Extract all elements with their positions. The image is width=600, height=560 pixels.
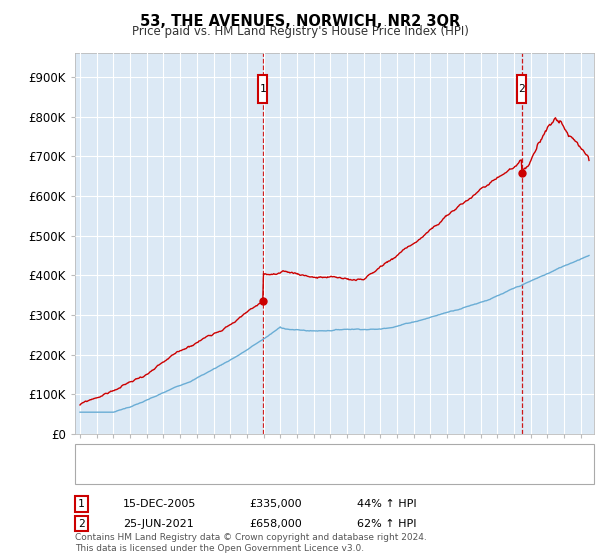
Text: Contains HM Land Registry data © Crown copyright and database right 2024.
This d: Contains HM Land Registry data © Crown c…: [75, 533, 427, 553]
Bar: [259, 75, 268, 103]
Text: 1: 1: [78, 499, 85, 509]
Text: 53, THE AVENUES, NORWICH, NR2 3QR (detached house): 53, THE AVENUES, NORWICH, NR2 3QR (detac…: [120, 450, 440, 460]
Text: Price paid vs. HM Land Registry's House Price Index (HPI): Price paid vs. HM Land Registry's House …: [131, 25, 469, 38]
Text: 25-JUN-2021: 25-JUN-2021: [123, 519, 194, 529]
Text: 53, THE AVENUES, NORWICH, NR2 3QR: 53, THE AVENUES, NORWICH, NR2 3QR: [140, 14, 460, 29]
Text: 2: 2: [78, 519, 85, 529]
Text: 2: 2: [518, 84, 525, 94]
Text: 44% ↑ HPI: 44% ↑ HPI: [357, 499, 416, 509]
Text: 15-DEC-2005: 15-DEC-2005: [123, 499, 196, 509]
Text: 1: 1: [260, 84, 266, 94]
Text: £335,000: £335,000: [249, 499, 302, 509]
Bar: [517, 75, 526, 103]
Text: HPI: Average price, detached house, Norwich: HPI: Average price, detached house, Norw…: [120, 468, 371, 478]
Text: 62% ↑ HPI: 62% ↑ HPI: [357, 519, 416, 529]
Text: £658,000: £658,000: [249, 519, 302, 529]
